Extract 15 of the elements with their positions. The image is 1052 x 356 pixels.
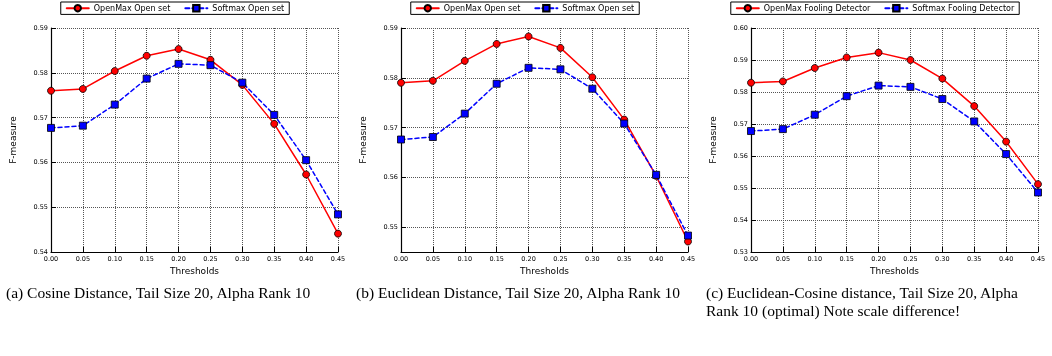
legend-label: Softmax Fooling Detector <box>912 3 1015 13</box>
legend-label: OpenMax Open set <box>93 3 171 13</box>
legend-label: Softmax Open set <box>212 3 285 13</box>
y-axis-title: F-measure <box>357 115 368 164</box>
text: (c) Euclidean-Cosine distance, Tail Size 20, Alpha Rank 10 (optimal) Note scale difference! <box>705 283 1019 320</box>
text: (a) Cosine Distance, Tail Size 20, Alpha Rank 10 <box>5 283 312 302</box>
text: (b) Euclidean Distance, Tail Size 20, Alpha Rank 10 <box>355 283 682 302</box>
y-axis-title: F-measure <box>707 115 718 164</box>
x-axis-title: Thresholds <box>868 266 920 277</box>
legend-label: OpenMax Open set <box>443 3 521 13</box>
y-axis-title: F-measure <box>7 115 18 164</box>
legend-label: Softmax Open set <box>562 3 635 13</box>
legend-label: OpenMax Fooling Detector <box>763 3 872 13</box>
x-axis-title: Thresholds <box>168 266 220 277</box>
x-axis-title: Thresholds <box>518 266 570 277</box>
